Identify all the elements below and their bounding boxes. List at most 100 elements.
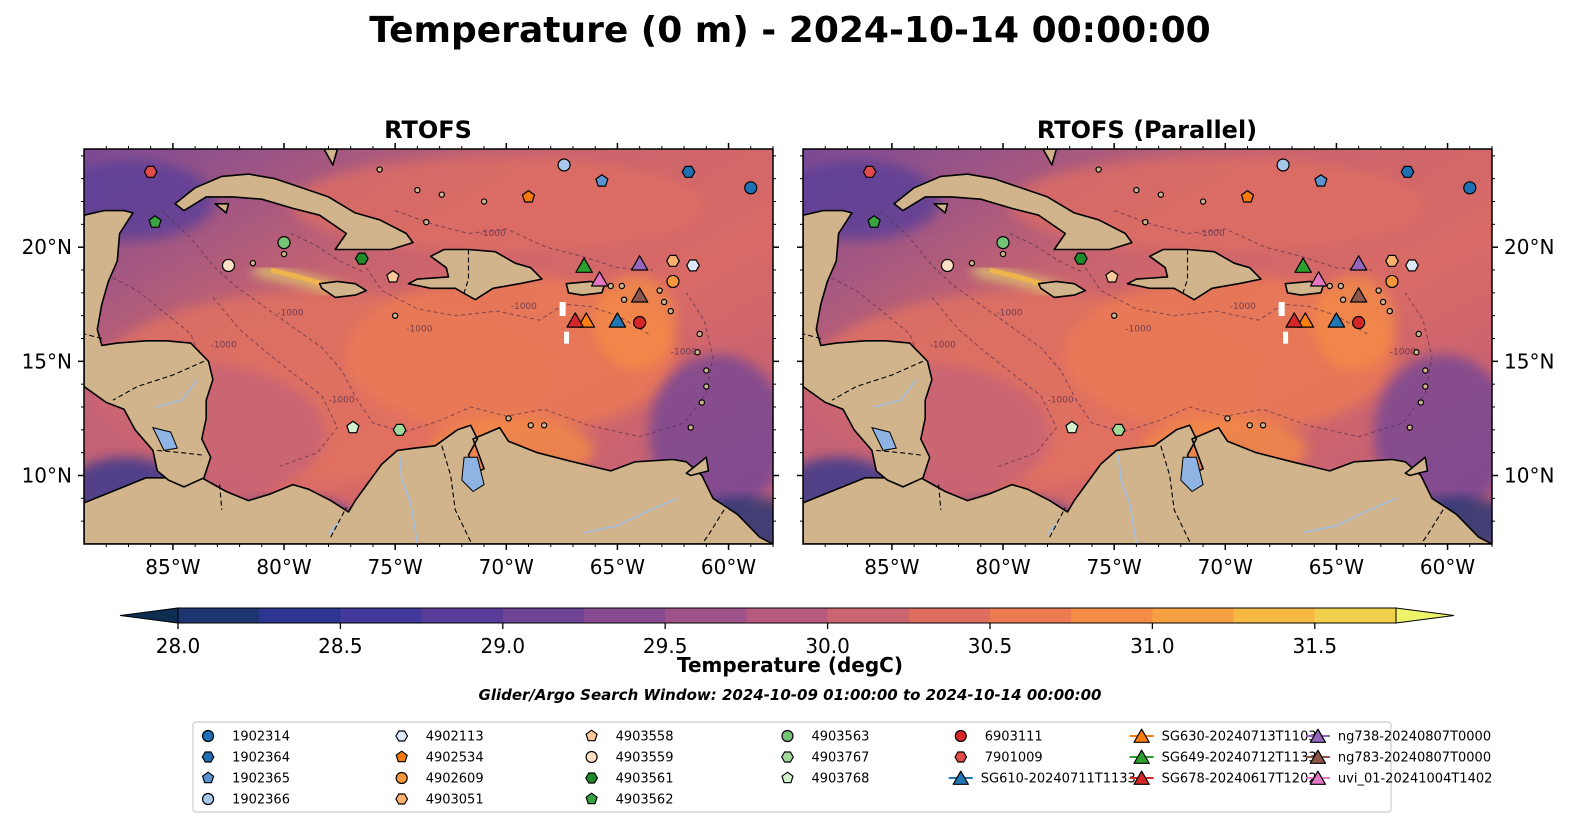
small-island [656,287,663,294]
small-island [423,218,430,226]
contour-label: -1000 [277,309,303,319]
float-marker-4903563 [996,236,1010,250]
small-island [391,312,399,319]
float-marker-6903111 [1352,315,1366,330]
float-marker-1902364 [1400,165,1415,178]
float-marker-1902366 [1276,158,1290,172]
land-andros [1042,149,1058,166]
river [1117,454,1138,544]
small-island [694,349,701,356]
small-island [1417,399,1425,406]
bathymetry-contour [365,267,649,335]
bathymetry-contour [395,210,654,271]
small-island [698,399,706,406]
glider-marker-uvi_01-20241004T1402 [1309,271,1328,287]
contour-label: -1000 [671,347,697,357]
lon-tick-label: 85°W [864,555,919,579]
float-marker-4902609 [666,274,680,289]
bathymetry-contour [824,274,922,387]
lat-tick-label: 20°N [22,235,72,259]
float-marker-4903768 [346,420,360,434]
lon-tick-label: 80°W [975,555,1030,579]
glider-marker-ng783-20240807T0000 [1349,287,1368,303]
small-island [667,307,674,315]
contour-label: -1000 [1199,229,1225,239]
colorbar-bin [746,608,829,623]
bathymetry-contour [1114,210,1373,271]
contour-label: -1000 [930,341,956,351]
legend-marker-uvi_01-20241004T1402 [1309,770,1327,785]
small-island [1259,422,1267,429]
temperature-patch [1064,275,1396,434]
figure-title: Temperature (0 m) - 2024-10-14 00:00:00 [369,10,1210,51]
land-centralamerica [803,209,933,488]
small-island [1422,367,1429,374]
small-island [1199,198,1207,205]
small-island [618,282,626,290]
glider-marker-SG610-20240711T1133 [1327,312,1346,328]
legend-label: 4903558 [616,730,674,745]
contour-label: -1000 [328,395,354,405]
legend-marker-1902314 [201,729,215,743]
contour-label: -1000 [511,302,537,312]
country-border [701,509,725,544]
small-island [376,166,383,173]
axis-ticks: 85°W 80°W 75°W 70°W 65°W 60°W 10°N 15°N 20°N [797,143,1554,579]
lat-tick-label: 10°N [22,464,72,488]
small-island [1157,191,1165,198]
legend-label: 4902113 [426,730,484,745]
float-marker-7901009 [143,165,158,178]
glider-marker-uvi_01-20241004T1402 [590,271,609,287]
colorbar-bin [990,608,1072,623]
small-island [1339,296,1347,303]
glider-marker-SG610-20240711T1133 [608,312,627,328]
legend-marker-4903051 [395,793,409,805]
observation-markers [862,158,1477,436]
legend-label: 4903051 [426,793,484,808]
small-island [1142,218,1149,226]
float-marker-4903558 [386,270,400,283]
missing-data-patch [559,301,566,316]
map-frame [802,148,1493,545]
small-island [696,330,703,338]
float-marker-4902534 [1240,190,1255,203]
small-island [703,367,710,374]
contour-label: -1000 [996,309,1022,319]
lon-tick-label: 75°W [1087,555,1142,579]
colorbar-bin [178,608,260,623]
float-marker-4903559 [940,258,955,273]
small-island [607,282,614,290]
small-island [505,415,512,422]
small-island [703,383,710,390]
float-marker-4903767 [1111,423,1126,436]
float-marker-4903051 [666,254,680,267]
float-marker-1902364 [681,165,696,178]
country-border [938,484,942,510]
float-marker-4903562 [867,215,881,228]
colorbar-extend-min [119,607,179,624]
float-marker-4902534 [521,190,536,203]
river [583,497,678,534]
glider-marker-SG649-20240712T1133 [1294,257,1312,273]
colorbar-tick-label: 31.5 [1293,634,1338,658]
legend-label: 4903559 [616,751,674,766]
small-island [1133,186,1140,194]
missing-data-patch [1278,301,1285,316]
float-marker-1902366 [557,158,571,172]
small-island [1413,349,1420,356]
map-frame [83,148,774,545]
float-marker-4903767 [392,423,407,436]
legend-marker-ng738-20240807T0000 [1309,728,1327,743]
glider-marker-SG678-20240617T1202 [1285,312,1304,328]
float-marker-6903111 [633,315,647,330]
temperature-patch [345,275,677,434]
legend-label: SG649-20240712T1133 [1162,751,1317,766]
land-cuba [893,173,1133,251]
legend-label: 4903561 [616,772,674,787]
colorbar-bin [259,608,341,623]
colorbar-bin [421,608,504,623]
map-panel-rtofs: RTOFS -1000-1000-1000-1000-1000-1000-100… [22,116,779,579]
colorbar-bin [340,608,423,623]
small-island [1095,166,1102,173]
